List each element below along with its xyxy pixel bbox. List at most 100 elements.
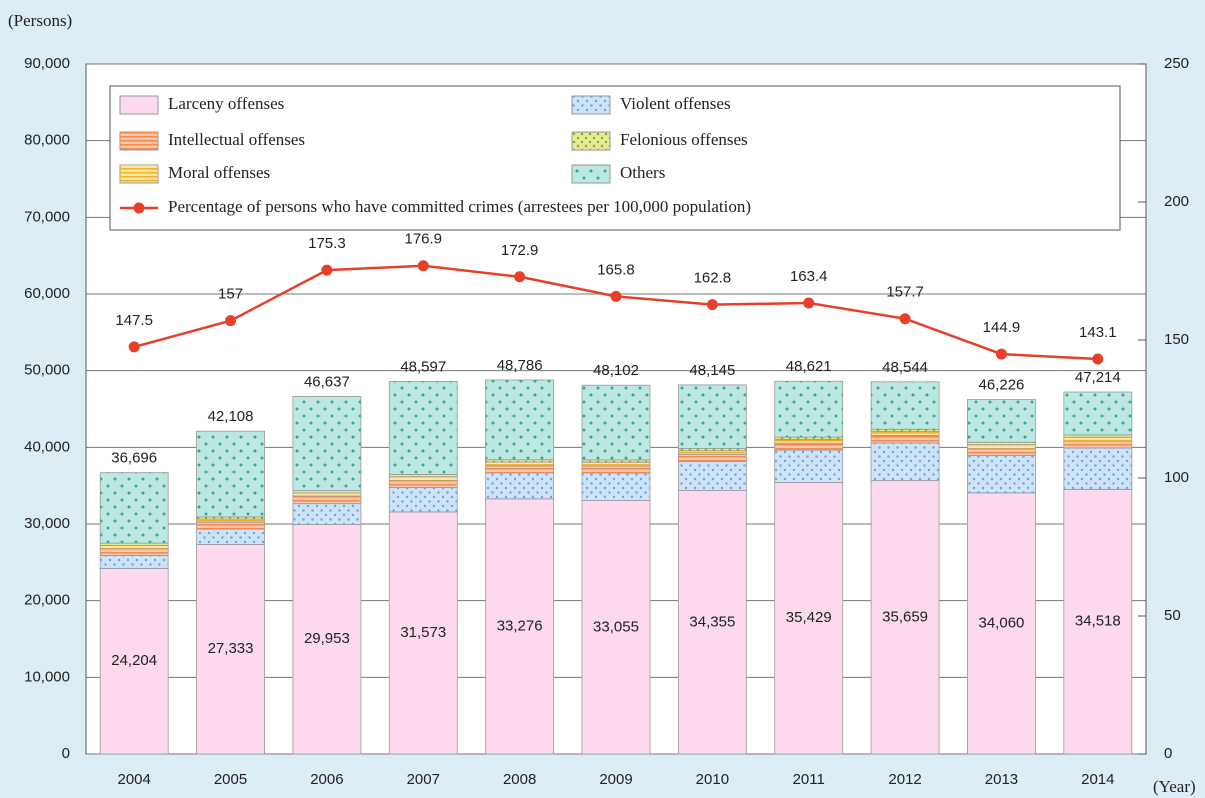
legend-swatch-pattern xyxy=(572,165,610,183)
bar-pattern xyxy=(485,472,554,499)
legend-label: Moral offenses xyxy=(168,163,270,182)
bar-pattern xyxy=(871,429,940,432)
bar-pattern xyxy=(1063,437,1132,442)
bar-fill xyxy=(581,500,651,755)
legend-label: Percentage of persons who have committed… xyxy=(168,197,751,216)
total-label: 46,637 xyxy=(304,373,350,390)
total-label: 48,544 xyxy=(882,359,928,376)
bar-segment xyxy=(581,384,651,461)
y-tick-label: 90,000 xyxy=(24,55,70,72)
y-tick-label: 10,000 xyxy=(24,668,70,685)
bar-pattern xyxy=(774,381,843,438)
total-label: 48,102 xyxy=(593,362,639,379)
line-label: 165.8 xyxy=(597,261,635,278)
legend-swatch-pattern xyxy=(572,132,610,150)
bar-segment xyxy=(388,381,458,475)
y-tick-label: 60,000 xyxy=(24,285,70,302)
bar-segment xyxy=(1063,391,1133,436)
legend-label: Violent offenses xyxy=(620,94,731,113)
total-label: 48,621 xyxy=(786,358,832,375)
bar-segment xyxy=(292,523,362,755)
bar-segment xyxy=(388,476,458,481)
bar-fill xyxy=(677,490,747,755)
line-label: 175.3 xyxy=(308,235,346,252)
data-label: 29,953 xyxy=(304,630,350,647)
bar-pattern xyxy=(774,437,843,440)
bar-pattern xyxy=(100,548,169,556)
x-tick-label: 2006 xyxy=(310,771,343,788)
bar-pattern xyxy=(389,487,458,512)
legend: Larceny offenses Violent offenses Intellec… xyxy=(119,94,751,216)
bar-pattern xyxy=(871,435,940,444)
bar-pattern xyxy=(967,448,1036,456)
bar-pattern xyxy=(100,545,169,549)
bar-segment xyxy=(292,396,362,492)
bar-pattern xyxy=(678,461,747,491)
total-label: 46,226 xyxy=(979,377,1025,394)
bar-fill xyxy=(870,480,940,755)
bar-fill xyxy=(292,523,362,755)
bar-pattern xyxy=(196,431,265,517)
bar-segment xyxy=(485,461,555,467)
y-tick-label: 20,000 xyxy=(24,592,70,609)
bar-segment xyxy=(196,430,265,518)
y-axis-label: (Persons) xyxy=(8,11,72,30)
bar-pattern xyxy=(292,490,361,493)
bar-segment xyxy=(485,472,555,500)
x-tick-label: 2009 xyxy=(599,771,632,788)
data-label: 33,276 xyxy=(497,617,543,634)
line-point xyxy=(803,297,815,309)
y2-tick-label: 250 xyxy=(1164,55,1189,72)
bar-segment xyxy=(967,399,1036,443)
line-label: 157 xyxy=(218,286,243,303)
bar-pattern xyxy=(967,442,1036,445)
bar-pattern xyxy=(967,444,1036,449)
bar-pattern xyxy=(582,466,650,473)
bar-segment xyxy=(967,444,1036,449)
bar-pattern xyxy=(1063,392,1132,435)
bar-segment xyxy=(967,492,1036,755)
line-label: 163.4 xyxy=(790,268,828,285)
x-tick-label: 2008 xyxy=(503,771,536,788)
line-label: 147.5 xyxy=(115,312,153,329)
total-label: 47,214 xyxy=(1075,369,1121,386)
bar-segment xyxy=(196,528,265,545)
bar-segment xyxy=(292,492,362,497)
bar-pattern xyxy=(582,385,650,460)
bar-pattern xyxy=(678,454,747,462)
x-tick-label: 2007 xyxy=(407,771,440,788)
bar-pattern xyxy=(582,472,650,501)
line-label: 144.9 xyxy=(983,319,1021,336)
y2-tick-label: 100 xyxy=(1164,469,1189,486)
line-label: 176.9 xyxy=(404,231,442,248)
x-tick-label: 2011 xyxy=(793,771,825,788)
x-tick-label: 2012 xyxy=(888,771,921,788)
x-axis-label: (Year) xyxy=(1153,777,1196,796)
line-point xyxy=(321,264,333,276)
bar-segment xyxy=(774,442,844,451)
bar-segment xyxy=(196,544,265,755)
bar-segment xyxy=(581,472,651,501)
bar-segment xyxy=(677,461,747,492)
line-point xyxy=(225,315,237,327)
bar-segment xyxy=(677,490,747,755)
bar-pattern xyxy=(967,399,1036,443)
y2-tick-label: 150 xyxy=(1164,331,1189,348)
legend-marker xyxy=(133,202,145,214)
bar-segment xyxy=(99,472,169,544)
bar-fill xyxy=(388,511,458,755)
bar-segment xyxy=(870,431,940,436)
bar-pattern xyxy=(389,480,458,488)
bars xyxy=(99,260,1133,755)
x-tick-label: 2014 xyxy=(1081,771,1114,788)
bar-pattern xyxy=(196,516,265,520)
bar-pattern xyxy=(582,459,650,463)
bar-segment xyxy=(388,487,458,513)
bar-pattern xyxy=(292,492,361,496)
bar-segment xyxy=(388,480,458,488)
x-tick-label: 2004 xyxy=(117,771,150,788)
bar-pattern xyxy=(389,474,458,477)
bar-pattern xyxy=(485,462,554,466)
data-label: 34,355 xyxy=(689,613,735,630)
